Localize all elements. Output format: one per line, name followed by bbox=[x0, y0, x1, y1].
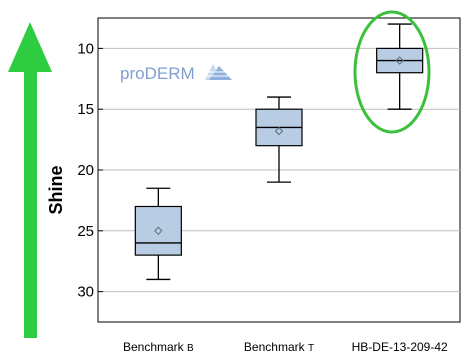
y-tick-label: 30 bbox=[77, 284, 94, 301]
x-tick-label: Benchmark T bbox=[244, 340, 314, 354]
proderm-logo: proDERM bbox=[120, 64, 232, 83]
svg-text:proDERM: proDERM bbox=[120, 64, 195, 83]
y-tick-label: 10 bbox=[77, 40, 94, 57]
box-2 bbox=[255, 96, 303, 183]
y-tick-label: 20 bbox=[77, 162, 94, 179]
y-tick-label: 15 bbox=[77, 101, 94, 118]
x-tick-label: Benchmark B bbox=[123, 340, 194, 354]
mean-marker bbox=[154, 226, 163, 236]
y-tick-label: 25 bbox=[77, 223, 94, 240]
box-3 bbox=[376, 23, 424, 110]
highlight-ellipse bbox=[353, 10, 431, 134]
x-tick-labels: Benchmark B Benchmark T HB-DE-13-209-42 bbox=[123, 340, 448, 354]
logo-suffix: DERM bbox=[145, 64, 195, 83]
y-ticks: 10 15 20 25 30 bbox=[77, 40, 103, 301]
box-1 bbox=[134, 187, 182, 281]
box-iqr bbox=[134, 205, 182, 256]
x-tick-label: HB-DE-13-209-42 bbox=[352, 340, 448, 354]
logo-prefix: pro bbox=[120, 64, 145, 83]
mean-marker bbox=[395, 56, 404, 65]
boxes bbox=[134, 23, 424, 281]
y-axis-label: Shine bbox=[46, 165, 66, 214]
shine-arrow bbox=[8, 22, 52, 338]
pyramid-icon bbox=[205, 64, 232, 80]
mean-marker bbox=[274, 126, 284, 136]
